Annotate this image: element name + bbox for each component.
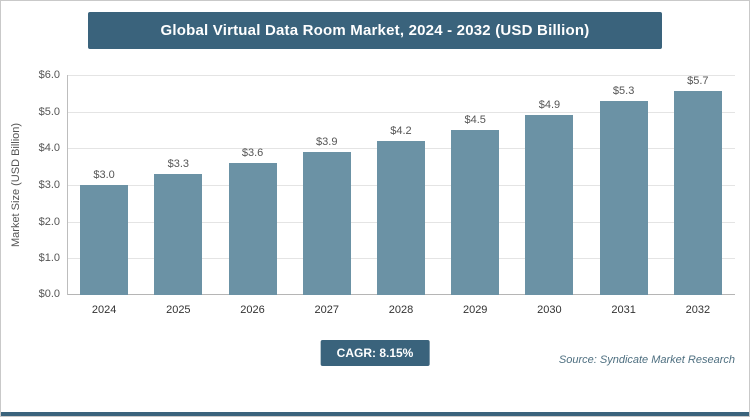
- chart-area: Market Size (USD Billion) $0.0 $1.0 $2.0 $3…: [1, 69, 749, 316]
- bar-value-label: $3.6: [241, 147, 264, 159]
- y-tick-label: $2.0: [38, 216, 60, 228]
- bar-value-label: $4.5: [464, 114, 486, 126]
- source-credit: Source: Syndicate Market Research: [558, 354, 735, 366]
- bar-column: $3.9 2027: [290, 75, 364, 316]
- bar-slot: $4.5: [451, 75, 500, 295]
- y-axis-title: Market Size (USD Billion): [10, 122, 22, 248]
- bar-slot: $5.7: [673, 75, 722, 295]
- bar: [451, 130, 500, 295]
- x-axis-label: 2028: [388, 304, 414, 316]
- bar-slot: $3.0: [80, 75, 129, 295]
- x-axis-label: 2029: [462, 304, 488, 316]
- bar: [673, 91, 722, 295]
- x-axis-label: 2031: [611, 304, 636, 316]
- bar-value-label: $4.2: [390, 125, 412, 137]
- bar-value-label: $3.9: [316, 136, 338, 148]
- bar-slot: $3.6: [228, 75, 277, 295]
- x-axis-label: 2027: [314, 304, 339, 316]
- bar: [80, 185, 129, 295]
- bar-slot: $3.9: [302, 75, 351, 295]
- y-tick-label: $1.0: [38, 252, 60, 264]
- chart-title: Global Virtual Data Room Market, 2024 - …: [88, 12, 662, 49]
- y-tick-label: $6.0: [38, 69, 60, 81]
- bar: [376, 141, 425, 295]
- gridline: [68, 75, 735, 76]
- bar-column: $3.6 2026: [215, 75, 289, 316]
- bar-slot: $5.3: [599, 75, 648, 295]
- bar-value-label: $5.7: [687, 75, 709, 87]
- x-axis-label: 2032: [685, 304, 711, 316]
- cagr-badge: CAGR: 8.15%: [320, 340, 430, 366]
- bar: [228, 163, 277, 295]
- plot-area: $3.0 2024 $3.3 2025 $3.6 2026 $3.9 2027 $4.2 2028…: [67, 75, 735, 316]
- bar-columns: $3.0 2024 $3.3 2025 $3.6 2026 $3.9 2027 $4.2 2028…: [67, 75, 735, 316]
- bar-value-label: $4.9: [538, 99, 561, 111]
- bar-column: $4.9 2030: [512, 75, 586, 316]
- bar-column: $4.2 2028: [364, 75, 438, 316]
- bar-column: $3.3 2025: [141, 75, 215, 316]
- x-axis-label: 2024: [91, 304, 117, 316]
- x-axis-label: 2026: [240, 304, 265, 316]
- bar-slot: $3.3: [154, 75, 203, 295]
- x-axis-label: 2030: [537, 304, 562, 316]
- bar-slot: $4.9: [525, 75, 574, 295]
- bar: [302, 152, 351, 295]
- y-tick-label: $5.0: [38, 106, 60, 118]
- bar: [525, 115, 574, 295]
- gridline: [68, 112, 735, 113]
- bar-column: $4.5 2029: [438, 75, 512, 316]
- bar-column: $3.0 2024: [67, 75, 141, 316]
- bottom-accent-bar: [1, 412, 749, 416]
- y-tick-label: $3.0: [38, 179, 60, 191]
- y-ticks: $0.0 $1.0 $2.0 $3.0 $4.0 $5.0 $6.0: [25, 69, 67, 300]
- bar: [154, 174, 203, 295]
- x-axis-label: 2025: [166, 304, 191, 316]
- y-tick-label: $0.0: [38, 288, 60, 300]
- bar-column: $5.3 2031: [587, 75, 661, 316]
- bar: [599, 101, 648, 295]
- bar-value-label: $5.3: [612, 85, 635, 97]
- bar-column: $5.7 2032: [661, 75, 735, 316]
- bar-value-label: $3.0: [93, 169, 115, 181]
- y-tick-label: $4.0: [38, 142, 60, 154]
- bar-value-label: $3.3: [167, 158, 190, 170]
- chart-footer: CAGR: 8.15% Source: Syndicate Market Res…: [1, 340, 749, 374]
- bar-slot: $4.2: [376, 75, 425, 295]
